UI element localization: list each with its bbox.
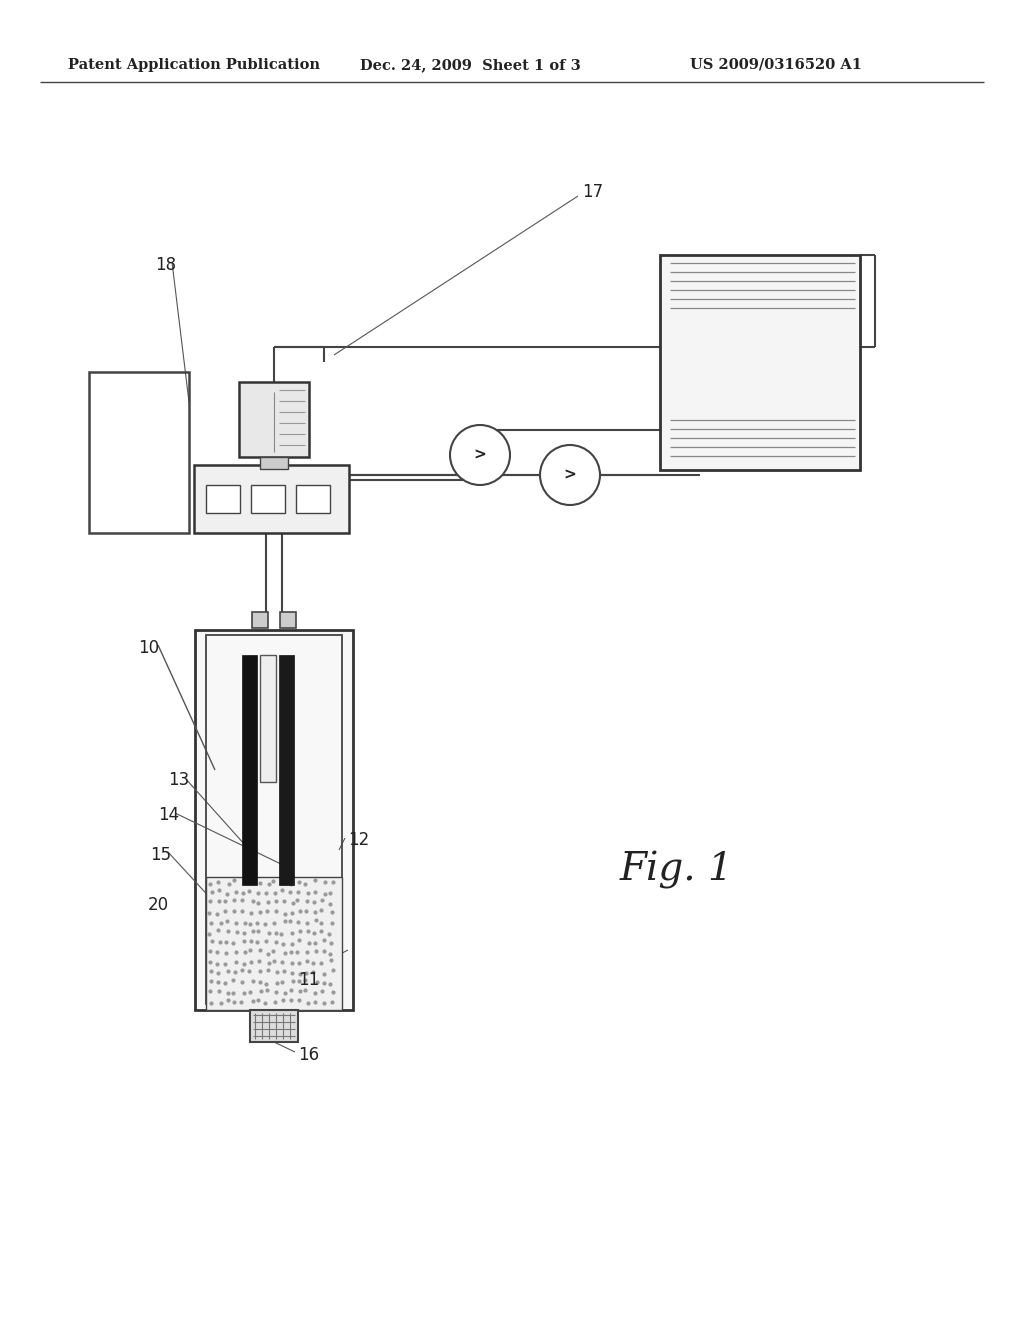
Bar — [280, 612, 296, 628]
Bar — [251, 484, 285, 513]
Circle shape — [450, 425, 510, 484]
Text: 16: 16 — [298, 1045, 319, 1064]
Bar — [89, 372, 189, 533]
Bar — [242, 655, 257, 884]
Text: US 2009/0316520 A1: US 2009/0316520 A1 — [690, 58, 862, 73]
Text: 20: 20 — [148, 896, 169, 913]
Bar — [250, 1010, 298, 1041]
Bar — [195, 630, 353, 1010]
Bar — [206, 876, 342, 1010]
Text: 15: 15 — [150, 846, 171, 865]
Text: 12: 12 — [348, 832, 370, 849]
Text: 14: 14 — [158, 807, 179, 824]
Bar — [279, 655, 294, 884]
Text: Dec. 24, 2009  Sheet 1 of 3: Dec. 24, 2009 Sheet 1 of 3 — [360, 58, 581, 73]
Circle shape — [540, 445, 600, 506]
Bar — [239, 381, 309, 457]
Text: >: > — [474, 447, 486, 462]
Text: >: > — [563, 467, 577, 483]
Bar — [660, 255, 860, 470]
Bar — [194, 465, 349, 533]
Text: Patent Application Publication: Patent Application Publication — [68, 58, 319, 73]
Bar — [260, 457, 288, 469]
Bar — [206, 635, 342, 1005]
Bar — [260, 655, 276, 781]
Bar — [206, 484, 240, 513]
Text: 18: 18 — [155, 256, 176, 275]
Bar — [252, 612, 268, 628]
Text: 10: 10 — [138, 639, 159, 657]
Bar — [296, 484, 330, 513]
Text: 17: 17 — [582, 183, 603, 201]
Text: 13: 13 — [168, 771, 189, 789]
Text: Fig. 1: Fig. 1 — [620, 851, 734, 888]
Text: 11: 11 — [298, 972, 319, 989]
